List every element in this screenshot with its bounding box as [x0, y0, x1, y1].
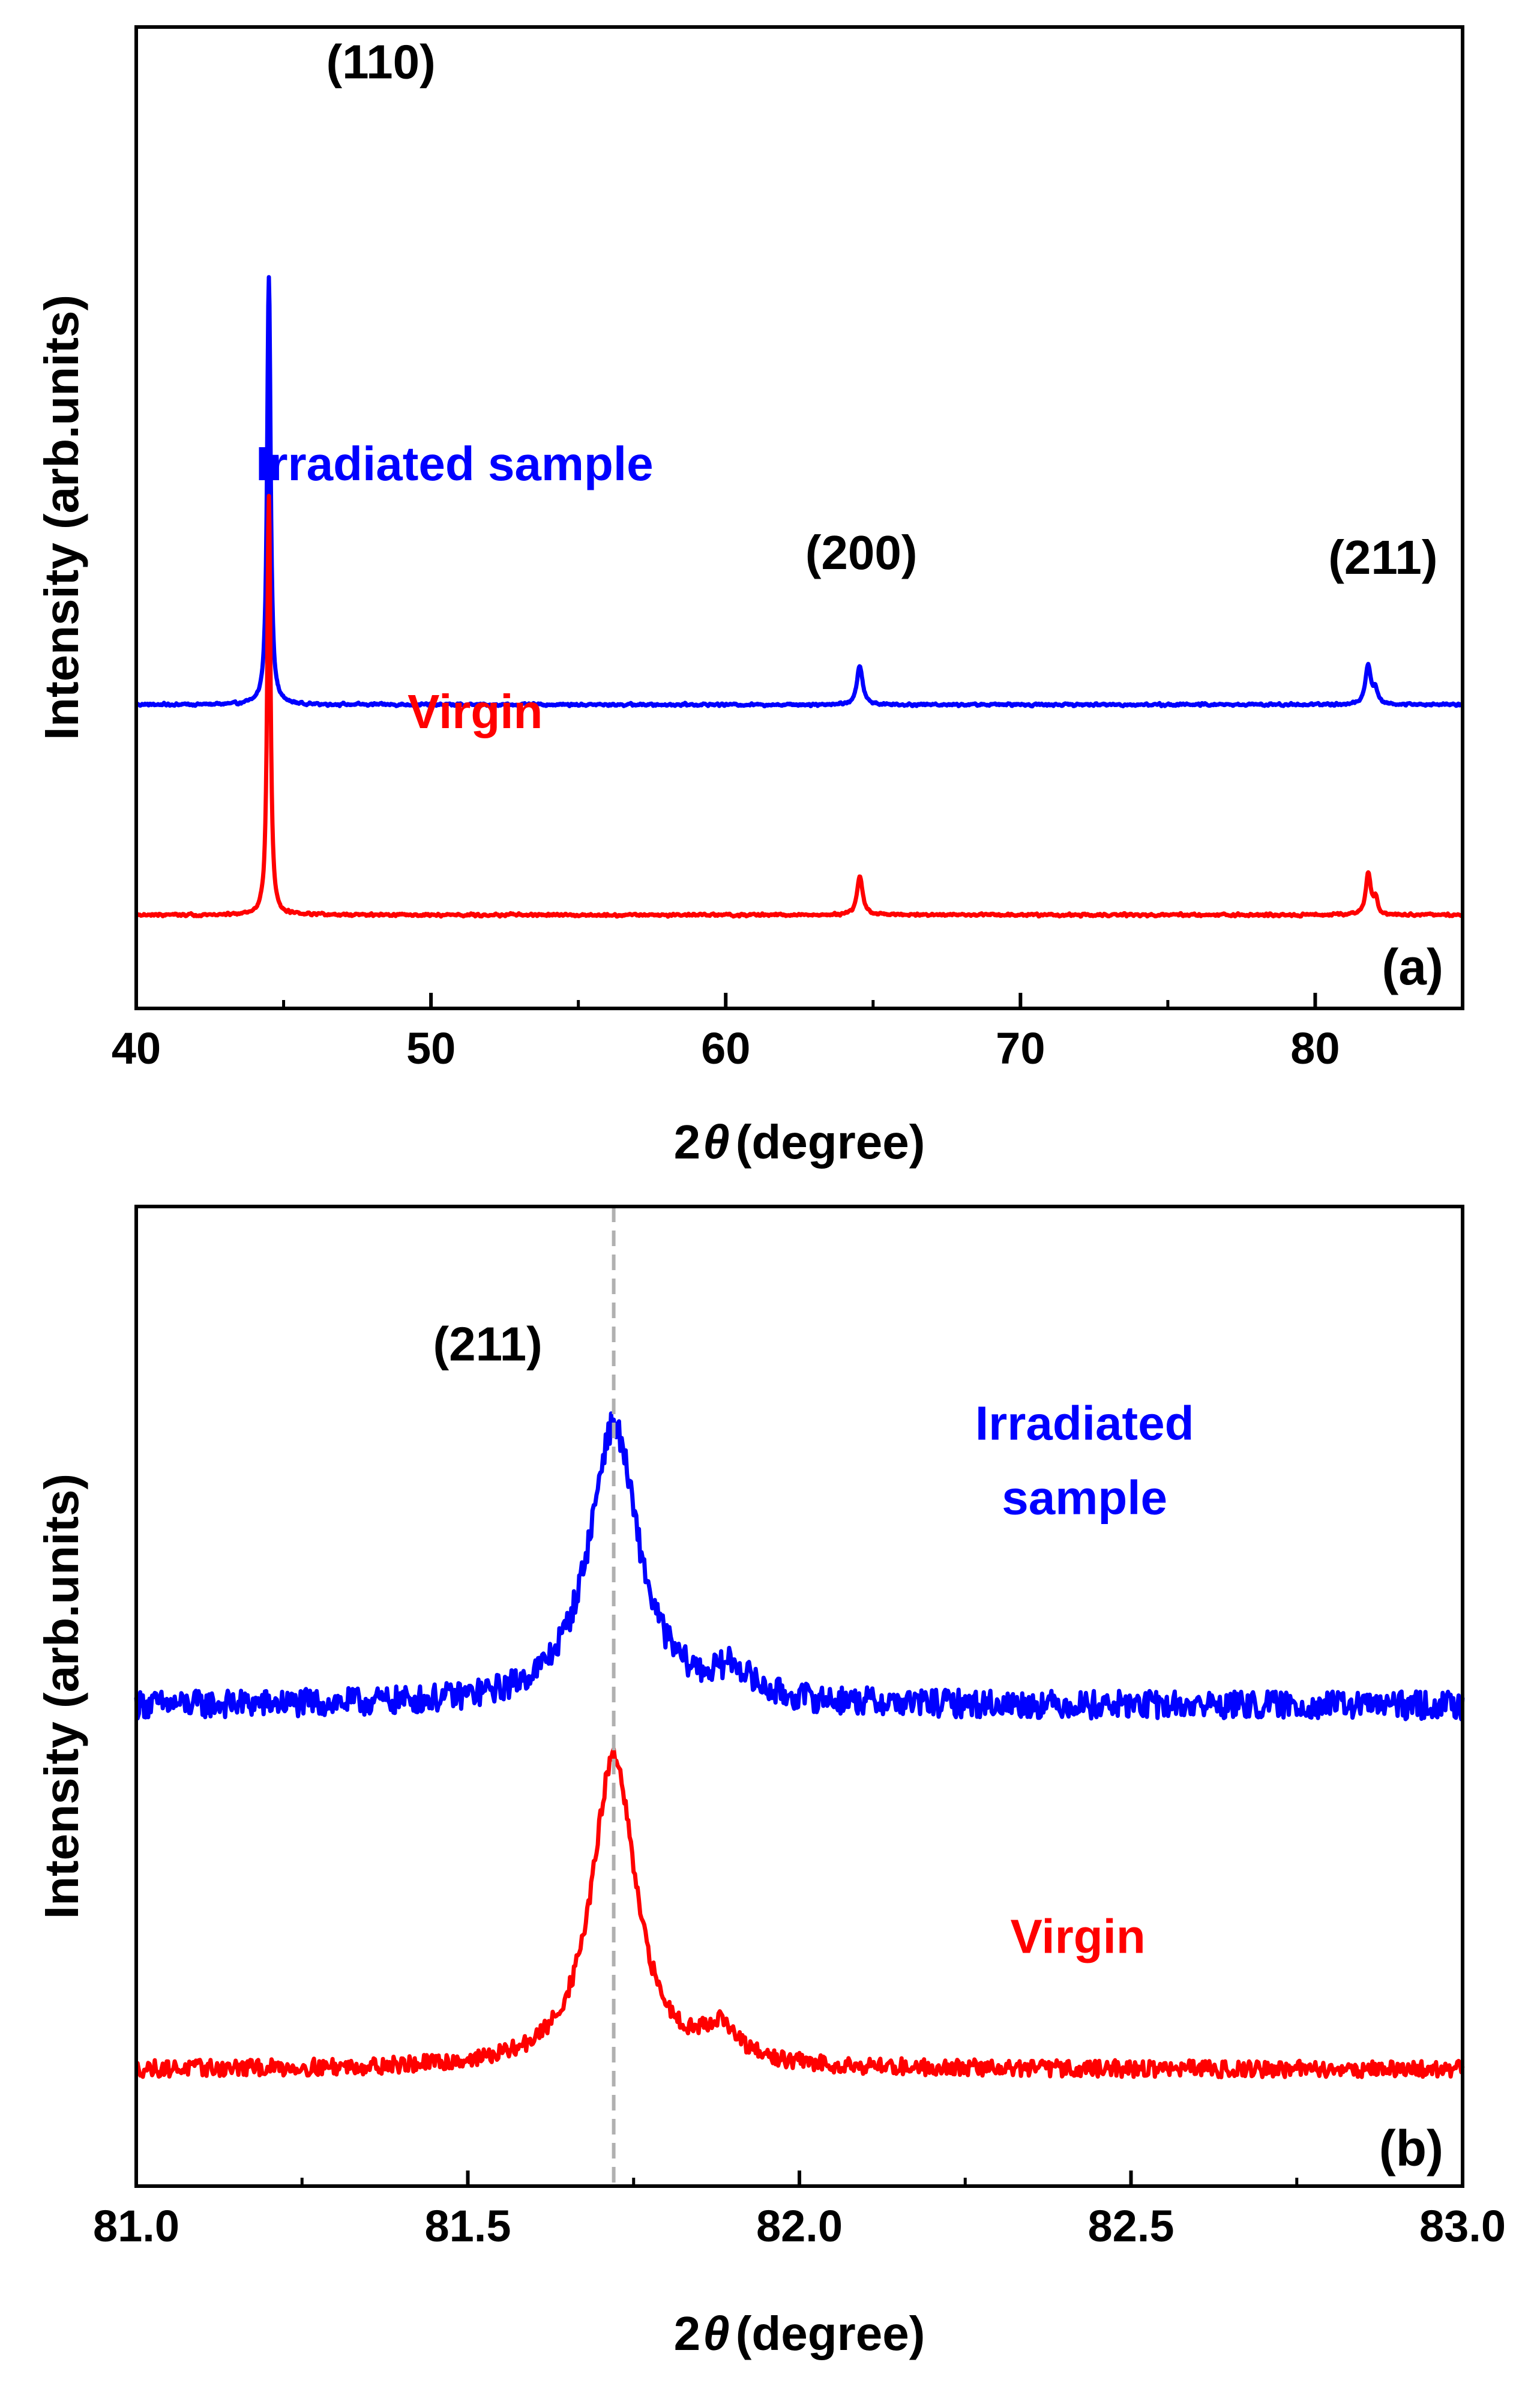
panel-b-x-tick-label: 82.0 — [756, 2201, 843, 2251]
panel-b-x-axis-title-suffix: (degree) — [736, 2307, 925, 2360]
panel-b-x-axis-title: 2θ (degree) — [674, 2307, 925, 2360]
panel-b-tag: (b) — [1379, 2120, 1443, 2177]
panel-a-series-irradiated-line — [134, 275, 1464, 709]
panel-b-x-axis-title-prefix: 2 — [674, 2307, 701, 2360]
panel-a-frame — [134, 25, 1464, 1010]
panel-b-x-tick-label: 81.5 — [424, 2201, 511, 2251]
panel-a-y-axis-title: Intensity (arb.units) — [35, 295, 88, 740]
panel-a-x-axis-title-prefix: 2 — [674, 1115, 701, 1169]
panel-a-x-axis-title-suffix: (degree) — [736, 1115, 925, 1169]
panel-b-series-irradiated-line — [134, 1411, 1465, 1722]
panel-a-x-tick-label: 60 — [701, 1023, 750, 1073]
panel-a-x-tick-label: 70 — [996, 1023, 1045, 1073]
panel-b-series-label-virgin: Virgin — [1010, 1909, 1145, 1963]
panel-b-annotation-211: (211) — [433, 1317, 542, 1370]
panel-b-chart: 81.0 81.5 82.0 82.5 83.0 Intensity (arb.unit… — [35, 1205, 1506, 2360]
panel-a-annotation-211: (211) — [1328, 531, 1437, 584]
panel-a-annotation-110: (110) — [326, 35, 435, 89]
panel-b-x-axis-title-theta: θ — [703, 2307, 730, 2360]
panel-a-x-axis-title-theta: θ — [703, 1115, 730, 1169]
panel-a-x-tick-label: 80 — [1290, 1023, 1340, 1073]
panel-b-plot-area — [134, 1411, 1465, 2080]
panel-b-x-axis-tick-labels: 81.0 81.5 82.0 82.5 83.0 — [93, 2201, 1506, 2251]
panel-a-series-virgin-line — [134, 493, 1464, 919]
panel-b-x-tick-label: 83.0 — [1419, 2201, 1506, 2251]
panel-a-tag: (a) — [1382, 939, 1443, 995]
panel-b-series-label-irradiated-line1: Irradiated — [975, 1397, 1194, 1450]
panel-a-series-label-irradiated: Irradiated sample — [256, 437, 654, 490]
panel-b-series-virgin-line — [135, 1747, 1465, 2080]
panel-a-x-tick-label: 40 — [112, 1023, 161, 1073]
panel-b-x-axis-ticks — [134, 2171, 1464, 2186]
panel-a-annotation-200: (200) — [805, 526, 918, 579]
panel-a-chart: 40 50 60 70 80 Intensity (arb.units) 2θ (degr… — [35, 25, 1464, 1169]
panel-b-series-label-irradiated-line2: sample — [1002, 1471, 1167, 1525]
panel-a-x-tick-label: 50 — [406, 1023, 456, 1073]
panel-a-series-label-virgin: Virgin — [408, 685, 543, 738]
panel-a-x-axis-tick-labels: 40 50 60 70 80 — [112, 1023, 1340, 1073]
panel-a-plot-area — [134, 275, 1464, 919]
panel-b-x-tick-label: 82.5 — [1087, 2201, 1174, 2251]
panel-b-x-tick-label: 81.0 — [93, 2201, 179, 2251]
panel-b-y-axis-title: Intensity (arb.units) — [35, 1474, 88, 1919]
panel-a-x-axis-title: 2θ (degree) — [674, 1115, 925, 1169]
panel-a-x-axis-ticks — [134, 993, 1317, 1008]
